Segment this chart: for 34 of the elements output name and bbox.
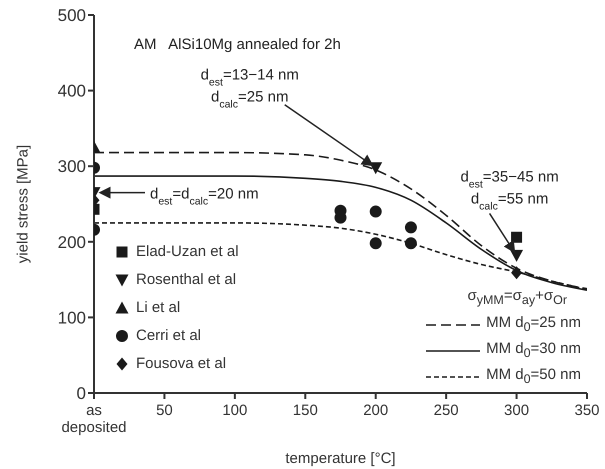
x-tick-label: 200 [363, 402, 388, 419]
legend-label: Cerri et al [136, 326, 202, 346]
x-tick-label: 350 [574, 402, 600, 419]
legend-label: Rosenthal et al [136, 270, 236, 290]
y-axis-title: yield stress [MPa] [14, 144, 32, 264]
legend-label: MM d$_{0}$=30 nm [486, 339, 581, 362]
y-tick-label: 500 [58, 6, 86, 26]
x-tick-label: as deposited [61, 402, 127, 436]
legend-label: Li et al [136, 298, 180, 318]
x-tick-label: 50 [156, 402, 173, 419]
annotation: AM AlSi10Mg annealed for 2h [134, 36, 341, 53]
x-tick-label: 150 [292, 402, 318, 419]
point [404, 221, 417, 234]
legend-label: Elad-Uzan et al [136, 242, 239, 262]
y-tick-label: 200 [58, 232, 86, 252]
y-tick-label: 0 [76, 384, 86, 404]
legend-title: σ$_{yMM}$=σ$_{ay}$+σ$_{Or}$ [466, 286, 568, 309]
x-tick-label: 100 [222, 402, 248, 419]
annotation: d$_{est}$=d$_{calc}$=20 nm [150, 186, 259, 208]
y-tick-label: 300 [58, 157, 86, 176]
point [404, 237, 417, 250]
x-tick-label: 250 [434, 402, 459, 419]
annotation: d$_{est}$=13−14 nm d$_{calc}$=25 nm [200, 66, 299, 111]
point [369, 162, 382, 174]
point [370, 237, 382, 250]
legend-label: MM d$_{0}$=50 nm [486, 365, 581, 388]
legend-label: MM d$_{0}$=25 nm [486, 313, 581, 336]
x-tick-label: 300 [504, 402, 530, 419]
annotation: d$_{est}$=35−45 nm d$_{calc}$=55 nm [460, 168, 559, 212]
x-axis-title: temperature [°C] [285, 450, 396, 467]
point [370, 206, 382, 218]
legend-label: Fousova et al [136, 354, 226, 374]
y-tick-label: 100 [58, 308, 86, 328]
y-tick-label: 400 [58, 82, 86, 101]
